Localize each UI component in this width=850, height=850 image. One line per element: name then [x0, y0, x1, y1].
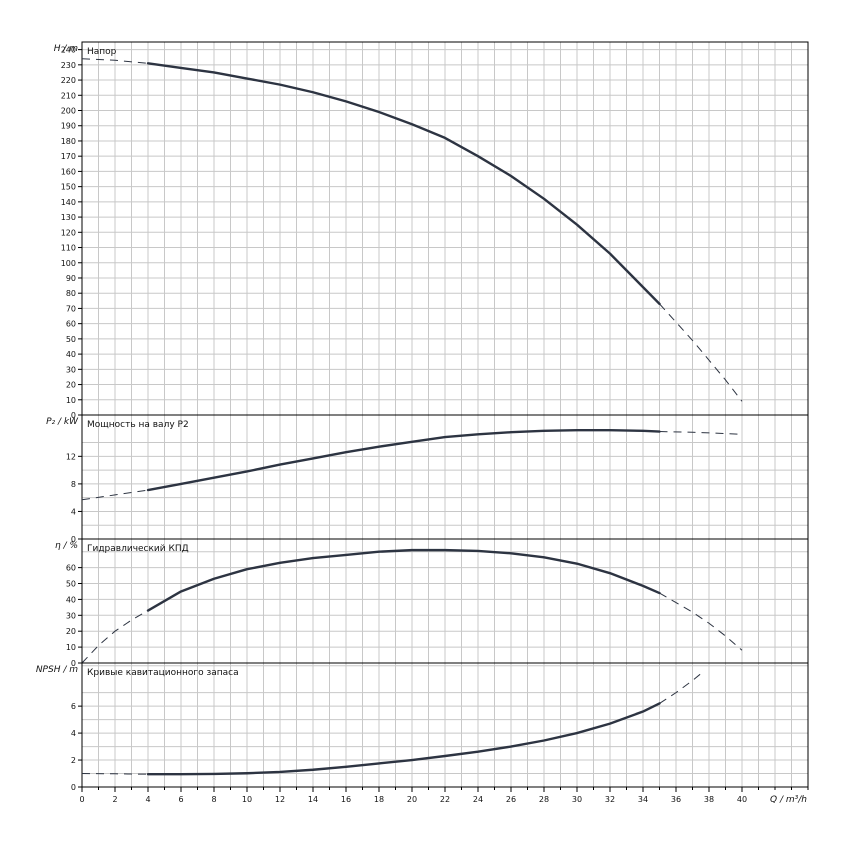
y-tick-label: 110 [61, 244, 76, 253]
y-tick-label: 220 [61, 76, 76, 85]
series-line-head-dashed [659, 303, 743, 402]
x-tick-label: 30 [572, 795, 582, 804]
y-tick-label: 0 [71, 535, 76, 544]
y-axis-label: H / m [54, 44, 79, 54]
y-tick-label: 6 [71, 702, 76, 711]
panel-title: Кривые кавитационного запаса [87, 668, 239, 678]
x-tick-label: 14 [308, 795, 318, 804]
panel-title: Гидравлический КПД [87, 544, 189, 554]
x-axis-label: Q / m³/h [770, 795, 807, 805]
y-tick-label: 12 [66, 452, 76, 461]
x-tick-label: 24 [473, 795, 483, 804]
x-tick-label: 38 [704, 795, 714, 804]
series-line-head-solid [146, 62, 661, 306]
x-tick-label: 34 [638, 795, 648, 804]
y-tick-label: 100 [61, 259, 76, 268]
y-tick-label: 4 [71, 507, 76, 516]
y-tick-label: 180 [61, 137, 76, 146]
y-tick-label: 20 [66, 627, 76, 636]
npsh-panel: 0 2 4 6 NPSH / m Кривые кавитационного запаса [36, 662, 809, 792]
y-tick-label: 140 [61, 198, 76, 207]
x-tick-label: 16 [341, 795, 351, 804]
y-tick-label: 130 [61, 213, 76, 222]
series-line-npsh-solid [146, 702, 661, 776]
panel-title: Напор [87, 47, 117, 57]
series-line-efficiency-solid [146, 548, 661, 612]
y-tick-label: 30 [66, 611, 76, 620]
series-line-npsh-dashed [81, 773, 149, 775]
y-tick-label: 30 [66, 365, 76, 374]
efficiency-panel: 0 10 20 30 40 50 60 η / % Гидравлический КПД [55, 538, 809, 668]
y-tick-label: 50 [66, 335, 76, 344]
x-tick-label: 20 [407, 795, 417, 804]
series-line-power-dashed [659, 431, 743, 435]
y-tick-label: 0 [71, 783, 76, 792]
panel-title: Мощность на валу P2 [87, 420, 189, 430]
series-line-head-dashed [81, 58, 149, 64]
y-axis-label: P₂ / kW [46, 417, 79, 427]
x-tick-label: 0 [79, 795, 84, 804]
y-tick-label: 8 [71, 480, 76, 489]
y-tick-label: 0 [71, 659, 76, 668]
y-tick-label: 20 [66, 381, 76, 390]
y-tick-label: 10 [66, 643, 76, 652]
x-tick-label: 6 [178, 795, 183, 804]
y-tick-label: 160 [61, 167, 76, 176]
y-tick-label: 150 [61, 183, 76, 192]
power-panel: 0 4 8 12 P₂ / kW Мощность на валу P2 [46, 414, 809, 544]
y-tick-label: 90 [66, 274, 76, 283]
y-tick-label: 40 [66, 350, 76, 359]
x-tick-label: 4 [145, 795, 150, 804]
y-tick-label: 190 [61, 122, 76, 131]
y-axis-label: η / % [55, 541, 78, 551]
y-tick-label: 70 [66, 304, 76, 313]
x-axis: 0 2 4 6 8 10 12 14 16 18 20 22 24 26 28 30 32 34 36 38 40 Q /… [79, 787, 809, 805]
y-tick-label: 240 [61, 46, 76, 55]
x-tick-label: 40 [737, 795, 747, 804]
x-tick-label: 2 [112, 795, 117, 804]
y-tick-label: 170 [61, 152, 76, 161]
x-tick-label: 26 [506, 795, 516, 804]
series-line-power-solid [146, 428, 661, 492]
y-tick-label: 40 [66, 595, 76, 604]
y-tick-label: 50 [66, 580, 76, 589]
y-tick-label: 10 [66, 396, 76, 405]
y-tick-label: 60 [66, 564, 76, 573]
y-tick-label: 210 [61, 91, 76, 100]
y-tick-label: 2 [71, 756, 76, 765]
y-tick-label: 60 [66, 320, 76, 329]
x-tick-label: 36 [671, 795, 681, 804]
y-tick-label: 80 [66, 289, 76, 298]
y-tick-label: 4 [71, 729, 76, 738]
y-tick-label: 200 [61, 107, 76, 116]
x-tick-label: 8 [211, 795, 216, 804]
series-line-efficiency-dashed [81, 610, 149, 664]
series-line-npsh-dashed [659, 673, 702, 704]
x-tick-label: 10 [242, 795, 252, 804]
series-line-power-dashed [81, 489, 149, 501]
x-tick-label: 22 [440, 795, 450, 804]
x-tick-label: 32 [605, 795, 615, 804]
x-tick-label: 12 [275, 795, 285, 804]
x-tick-label: 28 [539, 795, 549, 804]
y-tick-label: 230 [61, 61, 76, 70]
x-tick-label: 18 [374, 795, 384, 804]
y-tick-label: 120 [61, 228, 76, 237]
series-line-efficiency-dashed [659, 592, 743, 651]
head-panel: 0 10 20 30 40 50 60 70 80 90 100 110 120 130 140 150 160… [54, 41, 809, 420]
y-axis-label: NPSH / m [36, 665, 78, 675]
y-tick-label: 0 [71, 411, 76, 420]
